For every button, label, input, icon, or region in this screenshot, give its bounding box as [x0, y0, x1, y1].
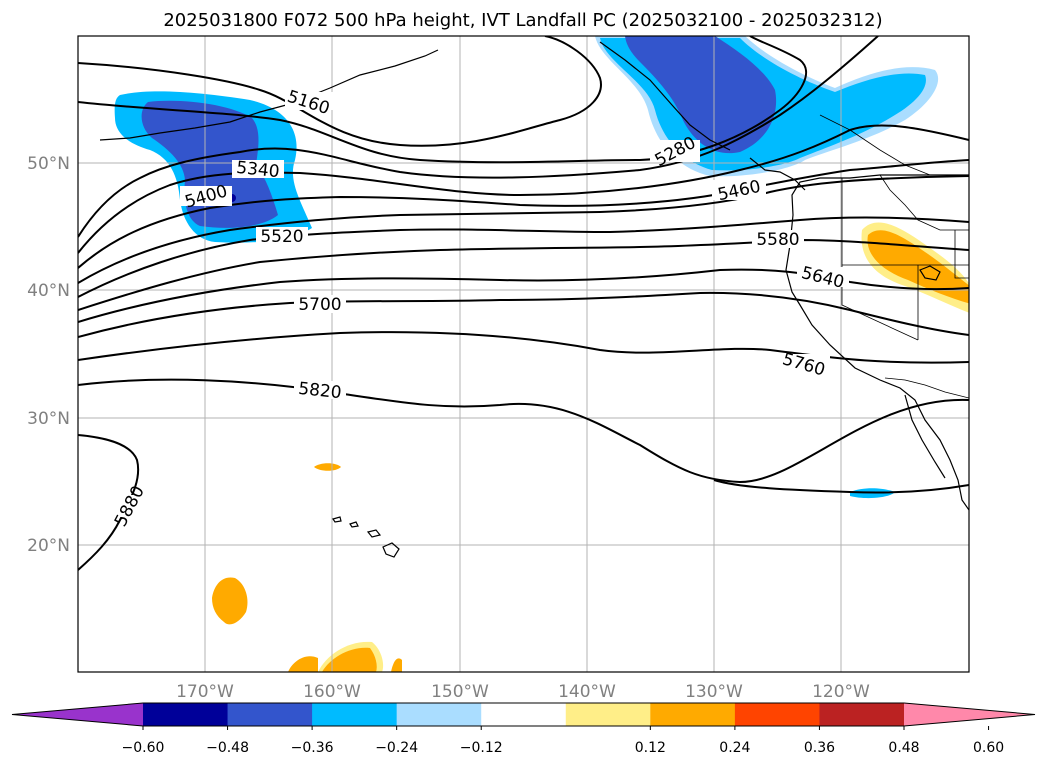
- contour-5640: [78, 268, 969, 323]
- colorbar-tick-label: −0.24: [375, 740, 418, 756]
- coastline-alaska-south: [299, 49, 439, 101]
- colorbar-segment: [312, 703, 398, 726]
- lon-label-150w: 150°W: [431, 682, 489, 702]
- hawaii-big-island: [382, 542, 400, 558]
- canada-us-border: [879, 174, 969, 231]
- lon-label-170w: 170°W: [176, 682, 234, 702]
- contour-5160: [78, 36, 602, 147]
- contour-5460: [78, 175, 969, 284]
- us-mexico-border: [884, 377, 969, 399]
- colorbar-tick-label: 0.24: [719, 740, 750, 756]
- bc-interior: [819, 114, 931, 176]
- svg-text:5340: 5340: [235, 158, 280, 182]
- contour-label-5340: 5340: [232, 158, 284, 182]
- colorbar: −0.60 −0.48 −0.36 −0.24 −0.12 0.12 0.24 0.36 0.4…: [11, 702, 1036, 756]
- colorbar-tick-label: 0.12: [635, 740, 666, 756]
- colorbar-tick-label: −0.12: [460, 740, 503, 756]
- lon-label-130w: 130°W: [685, 682, 743, 702]
- coastline-alaska-panhandle: [599, 41, 731, 151]
- contour-5400: [78, 159, 969, 269]
- lat-label-20n: 20°N: [27, 536, 70, 556]
- contour-5220: [78, 36, 807, 164]
- coastlines: [99, 41, 969, 558]
- contour-5340: [78, 124, 969, 254]
- colorbar-extend-low: [12, 703, 143, 726]
- contour-label-5700: 5700: [294, 295, 346, 315]
- colorbar-segment: [143, 703, 229, 726]
- ivt-positive-region-bottom-1: [288, 656, 318, 672]
- contour-5880-east: [713, 479, 969, 494]
- lat-label-30n: 30°N: [27, 409, 70, 429]
- colorbar-segment: [650, 703, 736, 726]
- colorbar-segment: [565, 703, 651, 726]
- map-panel: 5160 5280 5340 5400 5460 5520 5580 5640 …: [27, 35, 970, 702]
- colorbar-tick-label: 0.60: [973, 740, 1004, 756]
- colorbar-tick-label: −0.60: [122, 740, 165, 756]
- contour-label-5580: 5580: [752, 230, 804, 250]
- colorbar-segment: [396, 703, 482, 726]
- contour-label-5820: 5820: [294, 379, 346, 403]
- colorbar-segment: [227, 703, 313, 726]
- contour-5280: [78, 36, 879, 238]
- longitude-labels: 170°W 160°W 150°W 140°W 130°W 120°W: [176, 682, 870, 702]
- hawaii-kauai: [332, 516, 342, 523]
- coastline-north-america-west: [785, 174, 969, 511]
- ivt-positive-region-hawaii-south: [212, 577, 248, 625]
- contour-label-5520: 5520: [256, 227, 308, 247]
- colorbar-tick-label: 0.48: [888, 740, 919, 756]
- figure-title: 2025031800 F072 500 hPa height, IVT Land…: [163, 10, 882, 31]
- colorbar-tick-label: −0.48: [206, 740, 249, 756]
- svg-text:5820: 5820: [297, 379, 342, 403]
- contour-5520: [78, 216, 969, 298]
- map-frame: [77, 35, 970, 673]
- svg-text:5700: 5700: [298, 295, 341, 315]
- hawaii-maui: [366, 529, 382, 538]
- lat-label-50n: 50°N: [27, 154, 70, 174]
- height-contours: [78, 36, 969, 571]
- contour-5820: [78, 378, 969, 484]
- ivt-positive-region-bottom-2-core: [322, 647, 377, 672]
- contour-5880-pacific: [78, 434, 140, 571]
- coastline-aleutian: [99, 103, 291, 141]
- nevada-border: [954, 230, 969, 279]
- coastline-baja-gulf: [904, 394, 946, 479]
- svg-text:5520: 5520: [260, 227, 303, 247]
- colorbar-tick-label: −0.36: [291, 740, 334, 756]
- colorbar-tick-label: 0.36: [804, 740, 835, 756]
- latitude-labels: 50°N 40°N 30°N 20°N: [27, 154, 70, 556]
- ivt-positive-region-hawaii-north: [314, 463, 341, 471]
- colorbar-segment: [481, 703, 567, 726]
- colorbar-segment: [819, 703, 905, 726]
- hawaii-small-isle: [919, 265, 941, 281]
- svg-text:5580: 5580: [756, 230, 799, 250]
- lon-label-160w: 160°W: [303, 682, 361, 702]
- lon-label-120w: 120°W: [812, 682, 870, 702]
- colorbar-segment: [734, 703, 820, 726]
- contour-5700: [78, 291, 969, 338]
- coastline-bc: [749, 157, 806, 191]
- ivt-negative-core-aleutian: [141, 100, 278, 228]
- hawaii-oahu: [349, 521, 359, 528]
- ivt-negative-core-gulf-alaska: [625, 36, 777, 154]
- colorbar-extend-high: [904, 703, 1035, 726]
- lon-label-140w: 140°W: [558, 682, 616, 702]
- ivt-positive-region-bottom-3: [391, 658, 402, 672]
- lat-label-40n: 40°N: [27, 281, 70, 301]
- contour-5580: [78, 238, 969, 311]
